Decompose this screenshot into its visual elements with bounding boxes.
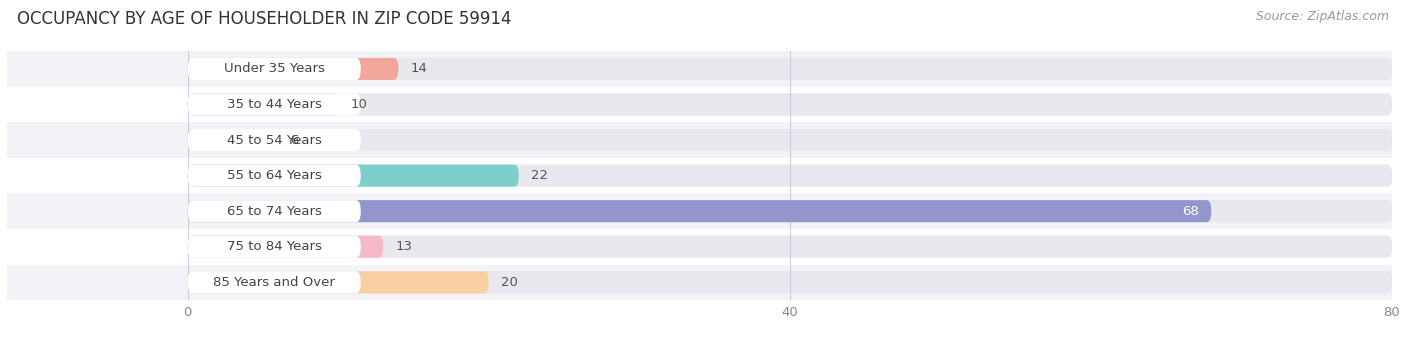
Text: 22: 22 (531, 169, 548, 182)
Text: OCCUPANCY BY AGE OF HOUSEHOLDER IN ZIP CODE 59914: OCCUPANCY BY AGE OF HOUSEHOLDER IN ZIP C… (17, 10, 512, 28)
Bar (7, 193, 1392, 229)
Text: 55 to 64 Years: 55 to 64 Years (226, 169, 322, 182)
FancyBboxPatch shape (187, 271, 361, 293)
Bar (7, 51, 1392, 87)
FancyBboxPatch shape (187, 58, 398, 80)
Text: 75 to 84 Years: 75 to 84 Years (226, 240, 322, 253)
FancyBboxPatch shape (187, 236, 361, 258)
Bar (7, 158, 1392, 193)
FancyBboxPatch shape (187, 200, 1392, 222)
FancyBboxPatch shape (187, 271, 489, 293)
FancyBboxPatch shape (187, 129, 361, 151)
FancyBboxPatch shape (187, 129, 278, 151)
FancyBboxPatch shape (187, 165, 1392, 187)
Text: Source: ZipAtlas.com: Source: ZipAtlas.com (1256, 10, 1389, 23)
Bar (7, 122, 1392, 158)
FancyBboxPatch shape (187, 129, 1392, 151)
FancyBboxPatch shape (187, 165, 519, 187)
Text: 65 to 74 Years: 65 to 74 Years (226, 205, 322, 218)
Text: 45 to 54 Years: 45 to 54 Years (226, 134, 322, 147)
FancyBboxPatch shape (187, 236, 1392, 258)
FancyBboxPatch shape (187, 58, 361, 80)
FancyBboxPatch shape (187, 129, 1392, 151)
Text: 68: 68 (1182, 205, 1199, 218)
Bar (7, 87, 1392, 122)
Text: 6: 6 (290, 134, 298, 147)
FancyBboxPatch shape (187, 93, 361, 116)
FancyBboxPatch shape (187, 200, 1392, 222)
FancyBboxPatch shape (187, 165, 1392, 187)
FancyBboxPatch shape (187, 236, 1392, 258)
Text: 10: 10 (350, 98, 367, 111)
FancyBboxPatch shape (187, 200, 361, 222)
Text: 35 to 44 Years: 35 to 44 Years (226, 98, 322, 111)
FancyBboxPatch shape (187, 165, 361, 187)
Text: 13: 13 (395, 240, 412, 253)
Text: Under 35 Years: Under 35 Years (224, 62, 325, 75)
FancyBboxPatch shape (187, 93, 1392, 116)
FancyBboxPatch shape (187, 236, 384, 258)
FancyBboxPatch shape (187, 271, 1392, 293)
FancyBboxPatch shape (187, 58, 1392, 80)
Bar (7, 229, 1392, 265)
FancyBboxPatch shape (187, 93, 1392, 116)
Text: 14: 14 (411, 62, 427, 75)
FancyBboxPatch shape (187, 58, 1392, 80)
FancyBboxPatch shape (187, 93, 339, 116)
Text: 20: 20 (501, 276, 517, 289)
FancyBboxPatch shape (187, 271, 1392, 293)
Bar (7, 265, 1392, 300)
Text: 85 Years and Over: 85 Years and Over (214, 276, 335, 289)
FancyBboxPatch shape (187, 200, 1212, 222)
